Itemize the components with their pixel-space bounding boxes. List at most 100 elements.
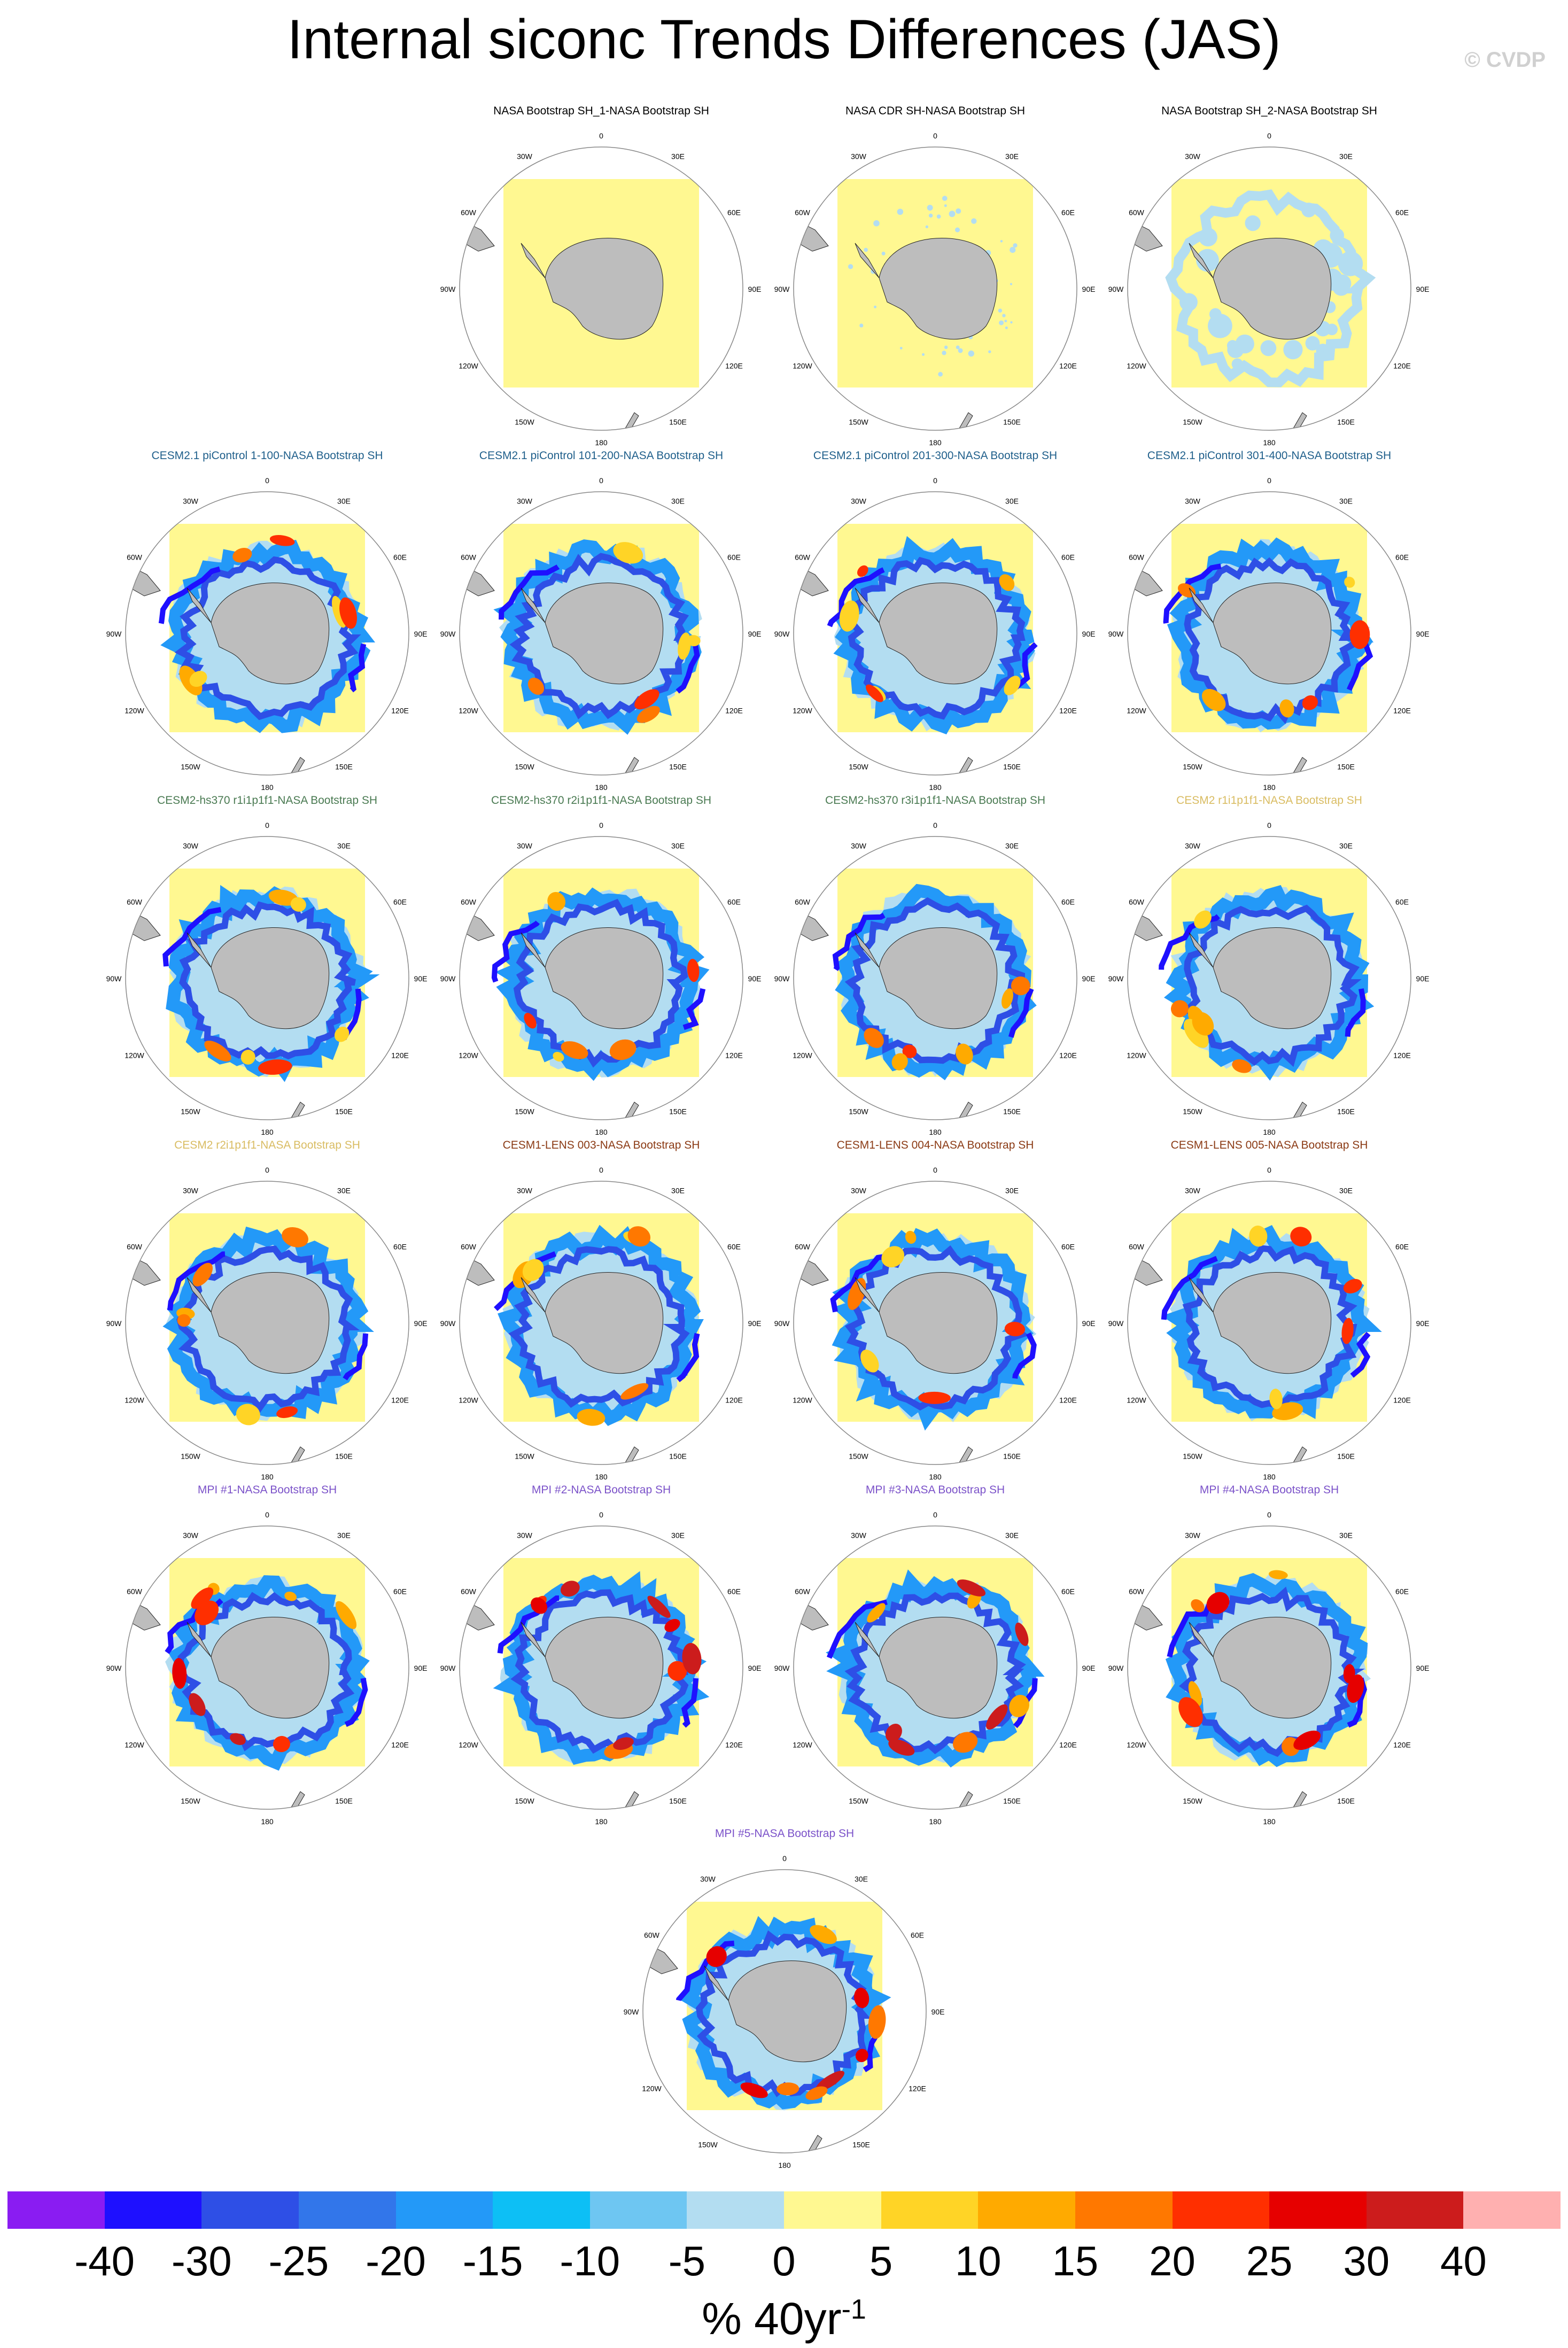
map-boundary xyxy=(125,1181,409,1465)
polar-stereo-map: 0 30E 60E 90E 120E 150E 180 150W 120W 90W 60W 30W xyxy=(1108,476,1430,791)
lon-label: 30E xyxy=(1005,842,1019,850)
lon-label: 30E xyxy=(337,497,351,506)
lon-label: 90W xyxy=(774,630,790,638)
lon-label: 60W xyxy=(795,553,811,562)
lon-label: 150E xyxy=(1337,1452,1355,1461)
lon-label: 30W xyxy=(851,152,867,161)
lon-label: 150E xyxy=(669,1797,687,1805)
lon-label: 120E xyxy=(725,362,743,370)
map-panel: CESM2.1 piControl 1-100-NASA Bootstrap S… xyxy=(96,449,438,791)
polar-stereo-map: 0 30E 60E 90E 120E 150E 180 150W 120W 90W 60W 30W xyxy=(774,131,1096,446)
antarctica-land xyxy=(187,583,330,685)
lon-label: 120E xyxy=(725,1396,743,1405)
lon-label: 120E xyxy=(1059,1051,1077,1060)
map-boundary xyxy=(459,146,743,431)
lon-label: 150E xyxy=(335,1797,353,1805)
lon-label: 150W xyxy=(181,1452,200,1461)
lon-label: 120E xyxy=(1393,1396,1411,1405)
lon-label: 60E xyxy=(1061,208,1075,217)
map-boundary xyxy=(1127,146,1411,431)
lon-label: 0 xyxy=(933,131,937,140)
lon-label: 120E xyxy=(391,1396,409,1405)
antarctica-land xyxy=(187,1617,330,1719)
lon-label: 0 xyxy=(599,1510,603,1519)
lon-label: 30W xyxy=(851,1187,867,1195)
lon-label: 180 xyxy=(1263,1473,1276,1481)
lon-label: 60E xyxy=(1395,1587,1409,1596)
lon-label: 120W xyxy=(642,2084,662,2093)
lon-label: 90E xyxy=(748,974,762,983)
map-panel: MPI #5-NASA Bootstrap SH 0 30E 60E 90E 120E 15… xyxy=(614,1827,956,2169)
lon-label: 0 xyxy=(599,1166,603,1174)
lon-label: 150E xyxy=(669,1107,687,1116)
antarctica-land xyxy=(1189,583,1332,685)
colorbar-tick-label: 5 xyxy=(869,2237,893,2284)
map-boundary xyxy=(125,491,409,776)
lon-label: 30E xyxy=(855,1875,868,1884)
map-panel: NASA CDR SH-NASA Bootstrap SH 0 30E 60E 90E 1… xyxy=(764,104,1106,446)
lon-label: 30E xyxy=(671,497,685,506)
map-panel: CESM2.1 piControl 301-400-NASA Bootstrap… xyxy=(1098,449,1440,791)
lon-label: 90E xyxy=(414,1664,428,1672)
lon-label: 120E xyxy=(1393,707,1411,715)
map-panel: MPI #3-NASA Bootstrap SH 0 30E 60E 90E 120E 15… xyxy=(764,1483,1106,1825)
lon-label: 90W xyxy=(1108,1664,1124,1672)
lon-label: 30W xyxy=(183,842,199,850)
lon-label: 180 xyxy=(929,438,942,446)
lon-label: 90E xyxy=(748,630,762,638)
lon-label: 30W xyxy=(851,842,867,850)
map-panel: CESM2-hs370 r2i1p1f1-NASA Bootstrap SH 0 3… xyxy=(430,794,772,1136)
lon-label: 60E xyxy=(1061,1587,1075,1596)
lon-label: 120E xyxy=(725,1741,743,1749)
colorbar-tick-label: -40 xyxy=(74,2237,135,2284)
lon-label: 90W xyxy=(106,630,122,638)
lon-label: 90E xyxy=(748,1664,762,1672)
map-boundary xyxy=(793,146,1077,431)
lon-label: 180 xyxy=(595,1128,608,1136)
lon-label: 30W xyxy=(700,1875,716,1884)
lon-label: 60W xyxy=(127,1243,143,1251)
lon-label: 90W xyxy=(440,630,456,638)
map-panel: CESM1-LENS 004-NASA Bootstrap SH 0 30E 60E 9… xyxy=(764,1138,1106,1481)
panel-title: CESM1-LENS 003-NASA Bootstrap SH xyxy=(502,1139,700,1151)
lon-label: 90W xyxy=(106,974,122,983)
lon-label: 150W xyxy=(849,1107,868,1116)
panel-title: CESM2.1 piControl 201-300-NASA Bootstrap… xyxy=(813,450,1058,462)
lon-label: 150W xyxy=(698,2141,718,2149)
lon-label: 60E xyxy=(393,898,407,906)
lon-label: 150W xyxy=(849,1452,868,1461)
lon-label: 150E xyxy=(335,763,353,771)
antarctica-land xyxy=(187,1272,330,1374)
antarctica-land xyxy=(1189,1617,1332,1719)
panel-title: CESM2.1 piControl 1-100-NASA Bootstrap S… xyxy=(151,450,383,462)
polar-stereo-map: 0 30E 60E 90E 120E 150E 180 150W 120W 90W 60W 30W xyxy=(1108,1166,1430,1481)
lon-label: 120E xyxy=(1393,362,1411,370)
map-panel: NASA Bootstrap SH_1-NASA Bootstrap SH 0 30… xyxy=(430,104,772,446)
lon-label: 150W xyxy=(181,1797,200,1805)
lon-label: 180 xyxy=(595,438,608,446)
lon-label: 60E xyxy=(393,1243,407,1251)
polar-stereo-map: 0 30E 60E 90E 120E 150E 180 150W 120W 90W 60W 30W xyxy=(774,476,1096,791)
lon-label: 30W xyxy=(1185,1531,1201,1540)
lon-label: 30W xyxy=(1185,152,1201,161)
colorbar-tick-label: 10 xyxy=(954,2237,1002,2284)
panel-title: MPI #5-NASA Bootstrap SH xyxy=(715,1827,855,1840)
lon-label: 120E xyxy=(1059,1396,1077,1405)
lon-label: 90E xyxy=(1416,1319,1430,1328)
map-panel: NASA Bootstrap SH_2-NASA Bootstrap SH 0 30… xyxy=(1098,104,1440,446)
map-boundary xyxy=(459,491,743,776)
lon-label: 60W xyxy=(127,898,143,906)
antarctica-land xyxy=(521,238,664,340)
lon-label: 30W xyxy=(1185,1187,1201,1195)
lon-label: 0 xyxy=(1267,131,1271,140)
colorbar-box xyxy=(1269,2191,1367,2229)
lon-label: 30E xyxy=(1339,152,1353,161)
lon-label: 150W xyxy=(849,418,868,427)
lon-label: 60E xyxy=(727,1587,741,1596)
lon-label: 150W xyxy=(515,418,534,427)
lon-label: 150W xyxy=(1183,418,1202,427)
panel-title: CESM2.1 piControl 101-200-NASA Bootstrap… xyxy=(479,450,724,462)
lon-label: 90E xyxy=(1416,630,1430,638)
lon-label: 90W xyxy=(440,285,456,293)
lon-label: 60E xyxy=(1061,553,1075,562)
